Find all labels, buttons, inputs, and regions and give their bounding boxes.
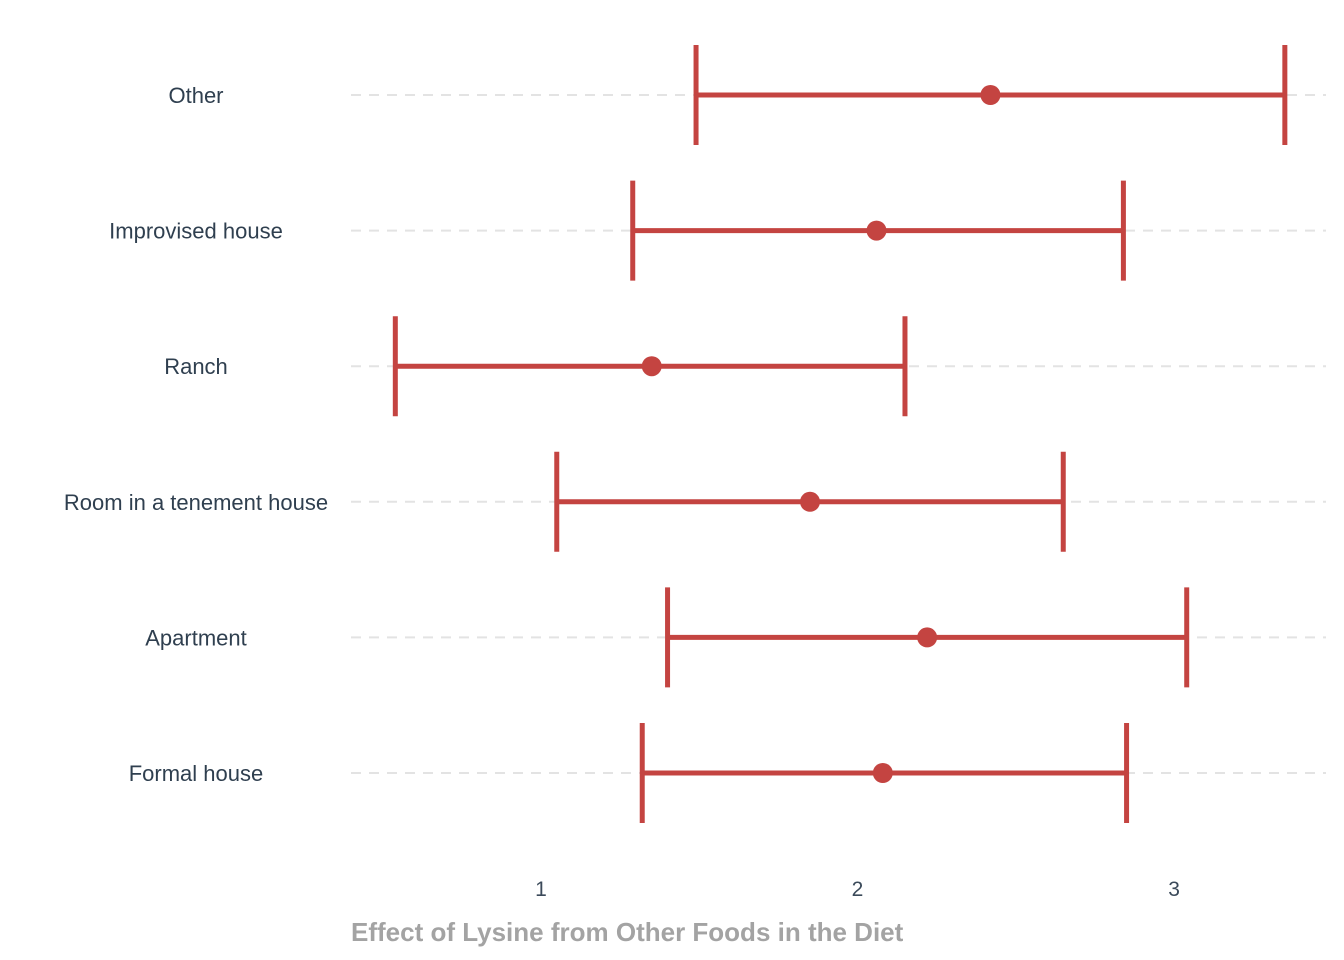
- grid-lines: [351, 94, 1326, 774]
- estimate-point: [917, 627, 938, 648]
- category-label: Apartment: [145, 625, 247, 650]
- category-label: Ranch: [164, 354, 228, 379]
- x-axis-ticks: 1 2 3: [535, 878, 1180, 901]
- x-axis-title: Effect of Lysine from Other Foods in the…: [351, 917, 904, 947]
- category-labels: Other Improvised house Ranch Room in a tene…: [64, 83, 328, 786]
- estimate-point: [866, 220, 887, 241]
- estimate-point: [872, 763, 893, 783]
- estimate-point: [980, 85, 1001, 105]
- x-tick-label: 2: [852, 878, 864, 901]
- category-label: Improvised house: [109, 219, 283, 244]
- category-label: Formal house: [129, 761, 264, 786]
- x-tick-label: 1: [535, 878, 547, 901]
- x-tick-label: 3: [1168, 878, 1180, 901]
- estimate-point: [641, 356, 662, 377]
- category-label: Room in a tenement house: [64, 490, 328, 515]
- estimate-point: [800, 491, 821, 512]
- error-bars: [392, 45, 1288, 823]
- category-label: Other: [168, 83, 223, 108]
